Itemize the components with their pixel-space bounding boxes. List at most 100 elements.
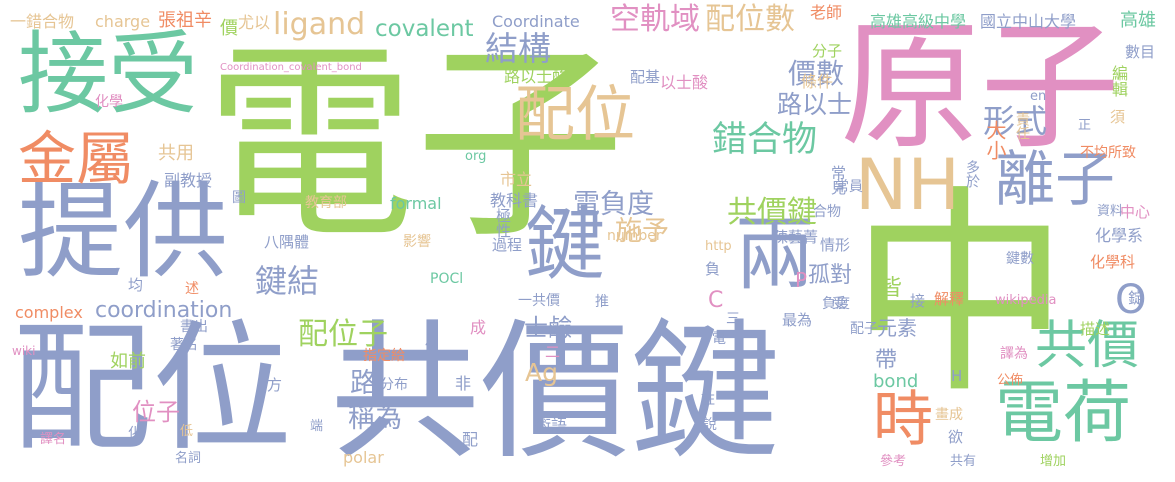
cloud-word: 化學系: [1095, 226, 1144, 245]
cloud-word: 二: [545, 343, 561, 361]
cloud-word: 方: [267, 376, 283, 394]
cloud-word: 常員: [835, 179, 863, 195]
cloud-word: 例: [425, 339, 439, 355]
cloud-word: 兩: [735, 208, 815, 301]
cloud-word: 張祖辛: [158, 10, 212, 31]
cloud-word: 鍵: [525, 198, 605, 291]
cloud-word: 原子: [840, 6, 1121, 169]
cloud-word: complex: [15, 303, 83, 322]
cloud-word: 形式: [983, 102, 1048, 140]
cloud-word: 共有: [950, 454, 977, 469]
cloud-word: 描述: [1080, 320, 1111, 338]
cloud-word: 金屬: [18, 125, 135, 193]
cloud-word: 配子: [850, 321, 878, 337]
cloud-word: 受: [832, 296, 846, 312]
cloud-word: 常見: [829, 165, 847, 195]
cloud-word: 圖: [232, 190, 246, 206]
cloud-word: 配位: [12, 308, 293, 471]
cloud-word: 須: [1110, 108, 1126, 126]
cloud-word: 書出: [180, 319, 208, 335]
cloud-word: 尤以: [238, 13, 271, 32]
cloud-word: 結構: [485, 29, 551, 68]
cloud-word: 說: [703, 417, 717, 433]
cloud-word: 稱為: [348, 403, 402, 434]
cloud-word: 離子: [995, 145, 1115, 215]
cloud-word: 元素: [877, 316, 917, 340]
cloud-word: http: [705, 239, 732, 254]
cloud-word: 共價: [1035, 316, 1140, 376]
cloud-word: 分布: [380, 377, 408, 393]
cloud-word: 極性: [494, 208, 512, 238]
cloud-word: 分子: [812, 42, 843, 60]
cloud-word: 八隅體: [264, 233, 310, 251]
cloud-word: 帶: [875, 348, 898, 373]
cloud-word: 註: [701, 392, 715, 408]
cloud-word: 接受: [18, 22, 198, 127]
cloud-word: 編輯: [1109, 65, 1128, 97]
cloud-word: coordination: [95, 298, 233, 323]
cloud-word: 電: [712, 331, 726, 347]
cloud-word: 位子: [132, 398, 180, 426]
cloud-word: 電負度: [573, 189, 654, 220]
cloud-word: 價數: [788, 57, 845, 90]
cloud-word: 電荷: [995, 374, 1132, 453]
cloud-word: 鍵結: [255, 262, 320, 300]
cloud-word: number: [607, 228, 662, 244]
cloud-word: 負度: [822, 296, 850, 312]
cloud-word: 路以士酸: [504, 67, 569, 86]
cloud-word: 欲: [948, 428, 964, 446]
cloud-word: 接: [910, 292, 926, 310]
cloud-word: 配位: [515, 80, 635, 150]
cloud-word: en: [1030, 89, 1047, 104]
cloud-word: 提供: [18, 171, 229, 293]
cloud-word: 非: [455, 374, 472, 393]
cloud-word: 國立中山大學: [980, 12, 1077, 31]
cloud-word: 三: [726, 311, 740, 327]
cloud-word: 一錯合物: [10, 12, 75, 31]
cloud-word: 教科書: [490, 191, 539, 210]
cloud-word: 一共價: [518, 293, 560, 309]
cloud-word: 市立: [500, 170, 533, 189]
cloud-word: 低: [180, 424, 194, 439]
cloud-word: 資料: [1097, 204, 1124, 219]
cloud-word: 中心: [1120, 203, 1151, 221]
cloud-word: 公佈: [997, 373, 1024, 388]
cloud-word: 共價鍵: [330, 306, 781, 480]
cloud-word: 路: [350, 368, 377, 399]
cloud-word: 老師: [810, 3, 843, 22]
cloud-word: bond: [873, 371, 919, 392]
cloud-word: org: [465, 149, 487, 164]
cloud-word: 端: [310, 419, 324, 434]
cloud-word: 畫成: [935, 407, 963, 423]
cloud-word: 副教授: [164, 171, 213, 190]
cloud-word: Ag: [525, 358, 558, 387]
cloud-word: 化學科: [1090, 253, 1136, 271]
cloud-word: 孤對: [808, 263, 853, 288]
cloud-word: 高雄高級中學: [870, 12, 967, 31]
cloud-word: wiki: [12, 344, 36, 358]
cloud-word: covalent: [375, 16, 474, 42]
cloud-word: 大小: [983, 120, 1007, 160]
cloud-word: 以士酸: [660, 73, 709, 92]
cloud-word: 路以士: [777, 90, 853, 119]
cloud-word: H: [951, 367, 963, 385]
cloud-word: 電子: [205, 22, 626, 267]
cloud-word: charge: [95, 12, 151, 31]
cloud-word: 配位子: [298, 317, 388, 352]
cloud-word: 空軌域: [610, 2, 700, 37]
cloud-word: 鍵數: [1006, 251, 1034, 267]
cloud-word: 皆: [880, 276, 903, 301]
cloud-word: 配位數: [705, 2, 795, 37]
cloud-word: 如前: [110, 351, 146, 372]
cloud-word: 士鹼: [524, 314, 572, 342]
cloud-word: 名詞: [175, 451, 202, 466]
cloud-word: 錯合物: [712, 120, 818, 160]
cloud-word: 教育部: [305, 195, 347, 211]
cloud-word: 配: [462, 430, 479, 449]
cloud-word: 譯名: [40, 432, 67, 447]
cloud-word: 成: [470, 318, 487, 337]
cloud-word: 化: [128, 426, 142, 441]
cloud-word: 術語: [535, 416, 568, 435]
cloud-word: 配基: [630, 68, 661, 86]
cloud-word: wikipedia: [995, 293, 1057, 308]
